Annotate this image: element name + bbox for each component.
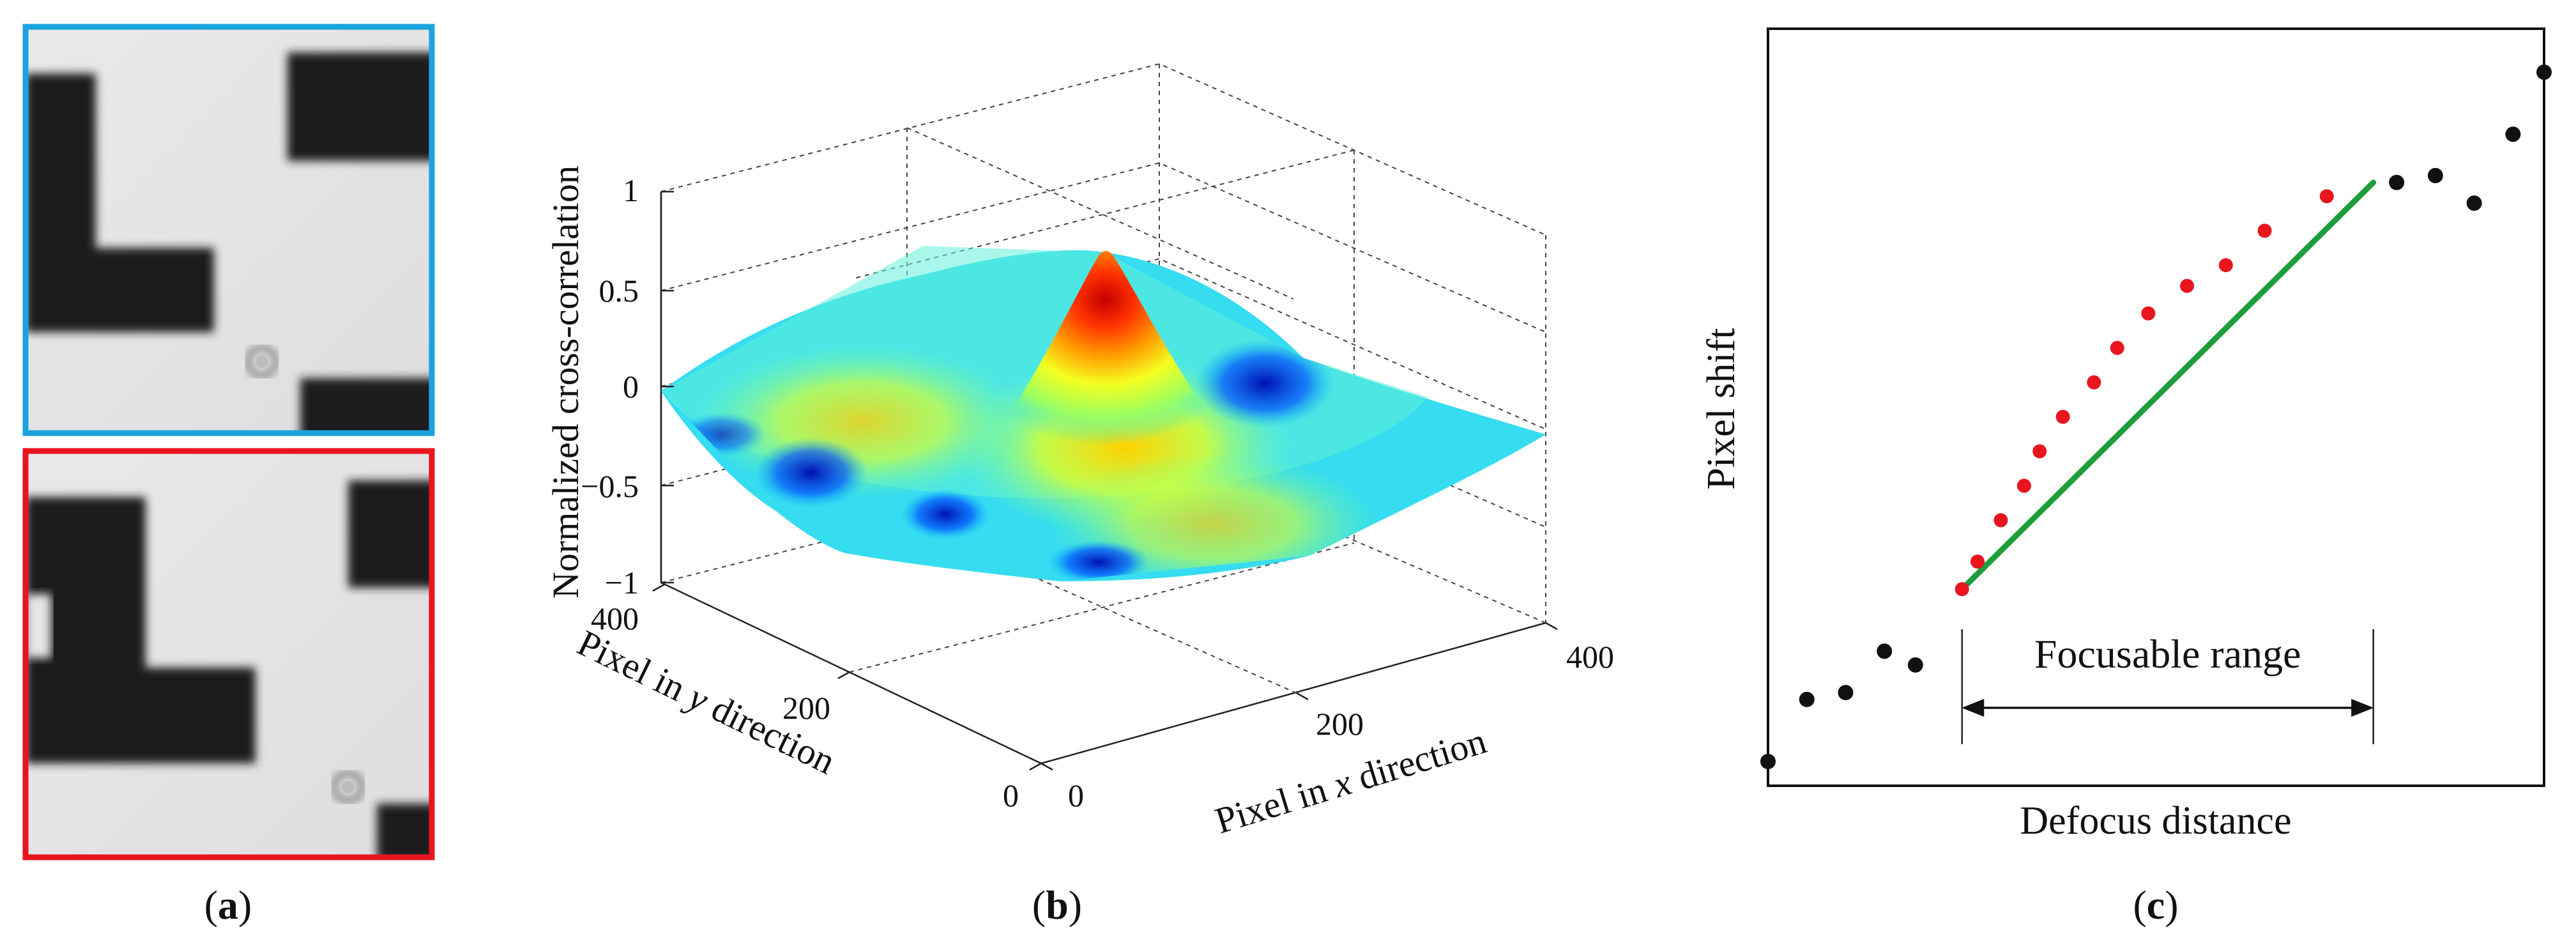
x-tick-label: 200 (1316, 706, 1364, 742)
data-point-in-range (2032, 444, 2047, 459)
scatter-points: Focusable range (1760, 65, 2552, 769)
z-tick-label: 1 (623, 172, 639, 208)
panel-b: 1 0.5 0 −0.5 −1 Normalized cross-correla… (545, 63, 1614, 928)
y-axis-label: Pixel shift (1700, 328, 1743, 489)
data-point-in-range (1970, 555, 1985, 569)
data-point-in-range (2110, 340, 2124, 355)
panel-a: (a) (22, 24, 435, 928)
z-tick-label: −0.5 (581, 468, 639, 504)
y-tick-label: 0 (1003, 777, 1019, 813)
data-point-in-range (2180, 279, 2195, 293)
data-point (2536, 65, 2552, 80)
caption-a: (a) (204, 882, 252, 928)
data-point-in-range (2016, 478, 2031, 493)
frame-bottom (22, 448, 435, 861)
x-axis-label: Defocus distance (2020, 799, 2291, 843)
data-point (1760, 754, 1776, 769)
data-point (2466, 195, 2482, 211)
data-point (1877, 643, 1893, 659)
data-point (2427, 167, 2443, 183)
data-point (1838, 685, 1854, 701)
data-point-in-range (2319, 189, 2334, 204)
z-tick-label: 0 (623, 369, 639, 404)
data-point-in-range (2141, 306, 2156, 321)
x-tick-label: 400 (1566, 639, 1614, 675)
z-axis-label: Normalized cross-correlation (545, 165, 586, 599)
micrograph-top (26, 27, 432, 433)
x-tick-label: 0 (1068, 777, 1084, 813)
plot-frame (1767, 27, 2545, 787)
data-point (1907, 657, 1923, 673)
correlation-peak (996, 250, 1214, 446)
data-point-in-range (1955, 582, 1969, 597)
z-tick-label: −1 (605, 565, 639, 601)
y-tick-label: 400 (591, 601, 639, 636)
z-tick-label: 0.5 (599, 273, 639, 309)
z-axis-ticks: 1 0.5 0 −0.5 −1 (581, 172, 674, 601)
data-point-in-range (2055, 409, 2070, 424)
micrograph-bottom (26, 451, 432, 857)
data-point-in-range (2218, 258, 2233, 273)
caption-c: (c) (2133, 882, 2178, 928)
frame-top (22, 24, 435, 436)
data-point (2505, 126, 2521, 142)
data-point-in-range (1993, 513, 2008, 528)
x-axis-ticks: 0 200 400 (1040, 622, 1614, 813)
data-point (1799, 691, 1815, 707)
y-tick-label: 200 (782, 690, 830, 726)
y-axis-ticks: 400 200 0 (591, 583, 1042, 813)
fit-line (1959, 180, 2377, 592)
data-point-in-range (2257, 224, 2272, 238)
caption-b: (b) (1032, 882, 1082, 928)
data-point-in-range (2087, 375, 2101, 390)
panel-c: Focusable range Pixel shift Defocus dist… (1700, 27, 2552, 928)
data-point (2389, 174, 2405, 190)
focusable-range-label: Focusable range (2034, 631, 2301, 677)
